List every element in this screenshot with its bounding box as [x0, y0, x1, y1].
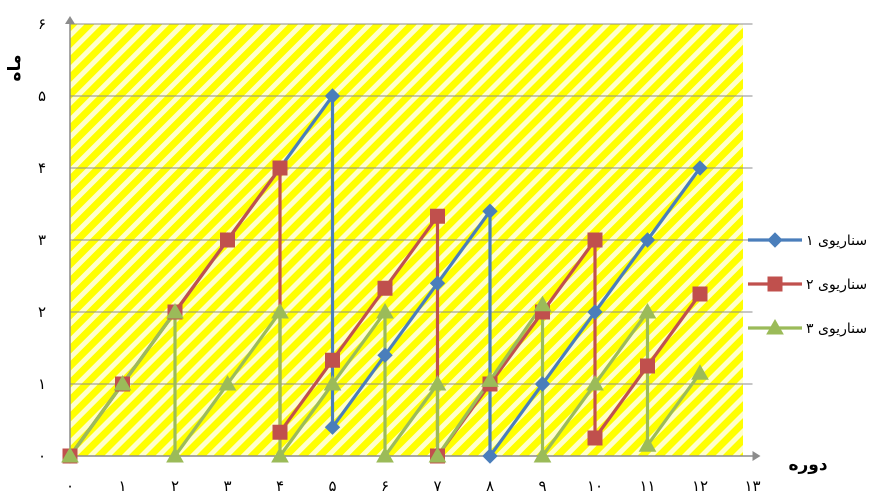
series-1-point — [324, 419, 341, 435]
series-2-point — [272, 160, 288, 176]
series-2-point — [272, 424, 288, 440]
series-1-point — [324, 88, 341, 104]
y-tick-label: ۴ — [38, 159, 46, 177]
series-2-point — [325, 352, 340, 368]
legend: سناریوی ۱ سناریوی ۲ سناریوی ۳ — [748, 232, 867, 337]
series-1-point — [482, 203, 498, 219]
x-tick-label: ۱۱ — [639, 477, 655, 495]
series-1-point — [534, 376, 551, 392]
series-3-point — [428, 446, 447, 463]
series-3-point — [271, 446, 289, 463]
x-tick-label: ۰ — [66, 477, 74, 495]
x-tick-label: ۶ — [381, 477, 389, 495]
legend-label: سناریوی ۱ — [806, 233, 867, 249]
x-axis-title: دوره — [788, 455, 827, 475]
y-tick-label: ۵ — [38, 87, 46, 105]
x-tick-label: ۱۰ — [587, 477, 603, 495]
y-axis-arrow — [65, 16, 75, 24]
series-1-point — [587, 304, 603, 320]
series-3-point — [533, 295, 552, 312]
series-3-point — [113, 374, 132, 391]
y-tick-label: ۱ — [38, 375, 46, 393]
series-2-point — [587, 430, 603, 446]
series-2-point — [377, 280, 393, 296]
y-tick-label: ۲ — [38, 303, 46, 321]
series-3-point — [428, 374, 447, 391]
y-tick-labels: ۰ ۱ ۲ ۳ ۴ ۵ ۶ — [38, 15, 46, 465]
series-3-point — [481, 371, 499, 387]
x-tick-label: ۱ — [118, 477, 126, 495]
series-3-point — [323, 374, 342, 391]
legend-marker — [767, 276, 783, 292]
legend-label: سناریوی ۲ — [806, 277, 867, 293]
series-3-point — [166, 446, 184, 463]
x-tick-label: ۹ — [538, 477, 546, 495]
x-tick-label: ۱۳ — [744, 477, 760, 495]
y-tick-label: ۳ — [38, 231, 46, 249]
axes — [65, 16, 761, 461]
series-3-point — [638, 302, 657, 319]
series-2-line — [68, 166, 702, 458]
x-tick-label: ۲ — [171, 477, 179, 495]
series-3-point — [533, 446, 552, 463]
x-tick-label: ۷ — [433, 477, 441, 495]
series-2-point — [430, 208, 445, 224]
series-2-point — [220, 232, 235, 248]
legend-marker — [766, 318, 784, 335]
series-2-point — [692, 286, 708, 302]
series-3-point — [638, 436, 657, 452]
x-tick-labels: ۰ ۱ ۲ ۳ ۴ ۵ ۶ ۷ ۸ ۹ ۱۰ ۱۱ ۱۲ ۱۳ — [66, 477, 761, 495]
series-3-point — [61, 446, 79, 463]
series-1-point — [377, 347, 393, 363]
legend-marker — [767, 232, 783, 248]
series-1-point — [639, 232, 656, 248]
series-3-point — [376, 446, 394, 463]
series-2-point — [640, 358, 655, 374]
series-markers — [61, 88, 709, 464]
series-3-point — [218, 374, 237, 391]
series-3-point — [586, 374, 604, 391]
x-axis-arrow — [752, 451, 761, 461]
x-tick-label: ۴ — [276, 477, 284, 495]
series-1-point — [429, 275, 446, 291]
series-3-point — [376, 302, 394, 319]
y-tick-label: ۶ — [38, 15, 46, 33]
series-1-point — [692, 160, 708, 176]
legend-label: سناریوی ۳ — [806, 321, 867, 337]
y-tick-label: ۰ — [38, 447, 46, 465]
x-tick-label: ۱۲ — [692, 477, 708, 495]
series-3-point — [166, 302, 184, 319]
x-tick-label: ۸ — [486, 477, 494, 495]
x-tick-label: ۵ — [328, 477, 336, 495]
series-3-point — [691, 364, 709, 380]
gridlines — [70, 23, 753, 385]
series-3-point — [271, 302, 289, 319]
x-tick-label: ۳ — [223, 477, 231, 495]
y-axis-title: ماه — [5, 55, 25, 82]
series-2-point — [587, 232, 603, 248]
series-1-point — [482, 448, 498, 464]
